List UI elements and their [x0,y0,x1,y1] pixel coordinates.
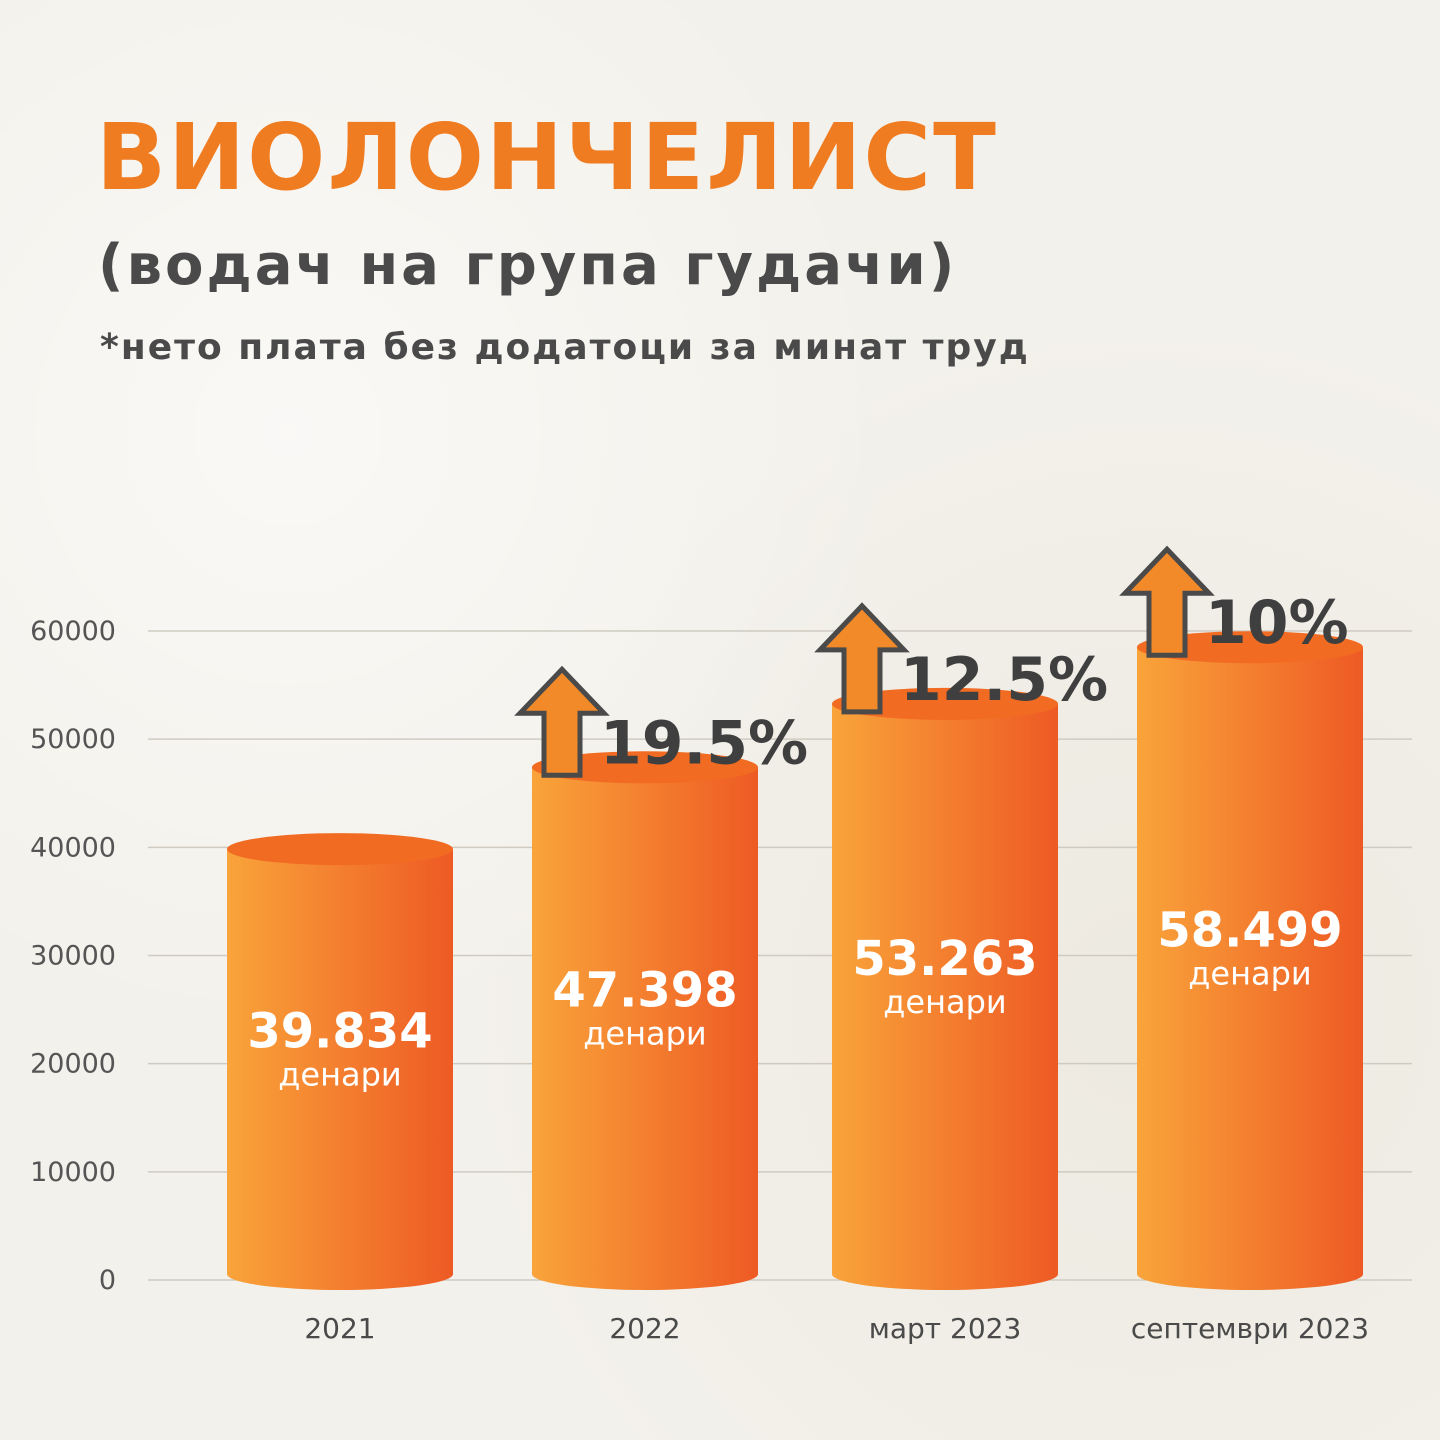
unit-label: денари [883,983,1006,1021]
footnote: *нето плата без додатоци за минат труд [100,327,1030,368]
value-label: 58.499 [1157,903,1342,959]
y-tick-label: 30000 [30,941,116,972]
up-arrow-icon [514,665,610,778]
y-tick-label: 50000 [30,724,116,755]
y-tick-label: 0 [99,1265,116,1296]
up-arrow-icon [814,602,910,715]
bar [532,767,758,1290]
x-tick-label: септември 2023 [1131,1312,1369,1345]
bar [832,703,1058,1290]
bar-top [832,687,1058,720]
bar-top [532,751,758,784]
value-label: 53.263 [852,931,1037,987]
y-tick-label: 40000 [30,832,116,863]
growth-label: 10% [1205,588,1349,658]
value-label: 47.398 [552,963,737,1019]
unit-label: денари [278,1056,401,1094]
x-tick-label: 2022 [609,1312,680,1345]
page-title: ВИОЛОНЧЕЛИСТ [96,104,998,211]
x-tick-label: 2021 [304,1312,375,1345]
bar-top [1137,631,1363,664]
unit-label: денари [583,1015,706,1053]
growth-label: 12.5% [900,645,1108,715]
y-tick-label: 60000 [30,616,116,647]
bar-top [227,833,453,866]
growth-label: 19.5% [600,708,808,778]
page-subtitle: (водач на група гудачи) [98,233,958,298]
bar [227,849,453,1290]
unit-label: денари [1188,955,1311,993]
y-tick-label: 20000 [30,1049,116,1080]
bar [1137,647,1363,1290]
up-arrow-icon [1119,545,1215,658]
y-tick-label: 10000 [30,1157,116,1188]
value-label: 39.834 [247,1004,432,1060]
x-tick-label: март 2023 [869,1312,1022,1345]
